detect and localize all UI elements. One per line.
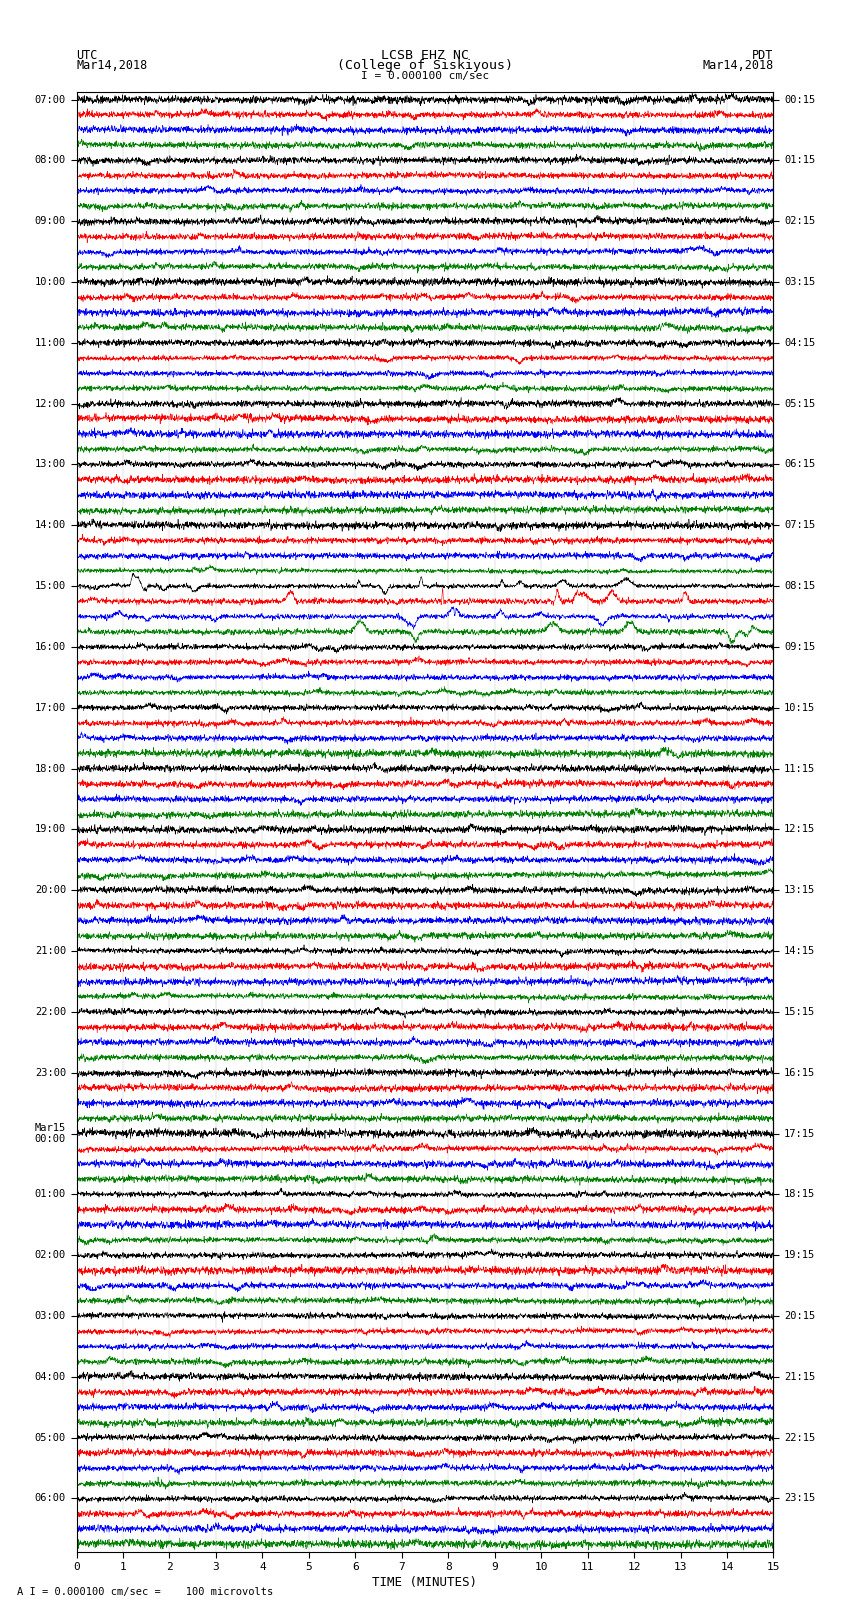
Text: UTC: UTC bbox=[76, 48, 98, 63]
Text: Mar14,2018: Mar14,2018 bbox=[76, 58, 148, 71]
Text: (College of Siskiyous): (College of Siskiyous) bbox=[337, 58, 513, 71]
Text: LCSB EHZ NC: LCSB EHZ NC bbox=[381, 48, 469, 63]
X-axis label: TIME (MINUTES): TIME (MINUTES) bbox=[372, 1576, 478, 1589]
Text: Mar14,2018: Mar14,2018 bbox=[702, 58, 774, 71]
Text: PDT: PDT bbox=[752, 48, 774, 63]
Text: A I = 0.000100 cm/sec =    100 microvolts: A I = 0.000100 cm/sec = 100 microvolts bbox=[17, 1587, 273, 1597]
Text: I = 0.000100 cm/sec: I = 0.000100 cm/sec bbox=[361, 71, 489, 81]
